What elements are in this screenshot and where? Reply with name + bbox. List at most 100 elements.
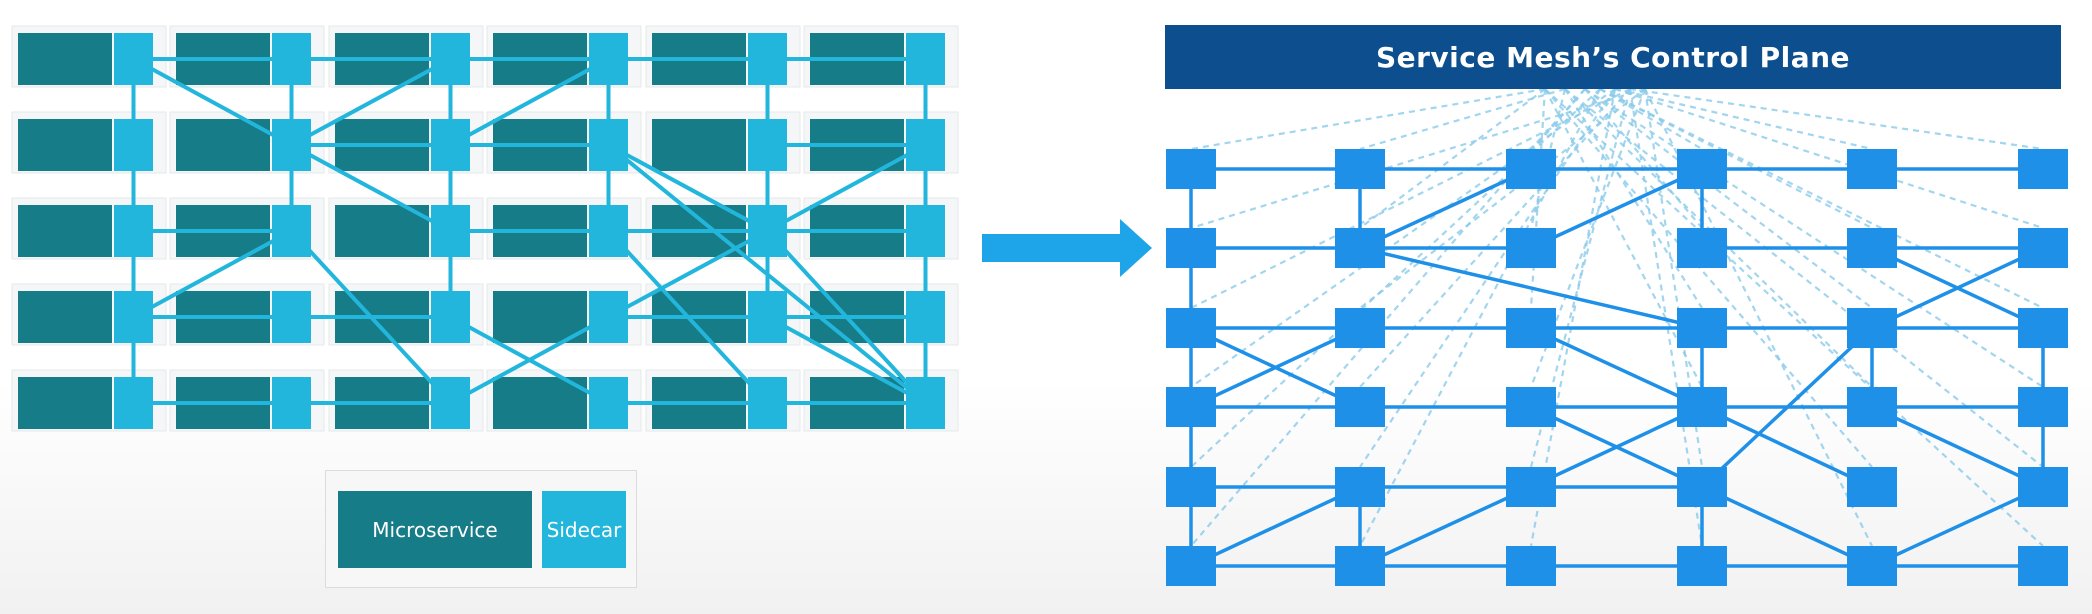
mesh-node — [1166, 546, 1216, 586]
sidecar-box — [906, 291, 945, 343]
mesh-link — [1871, 485, 2044, 568]
control-plane-link — [1359, 88, 1546, 229]
control-plane-link — [1599, 88, 1873, 229]
microservice-box — [18, 205, 112, 257]
sidecar-box — [748, 377, 787, 429]
mesh-link — [1359, 246, 1703, 330]
sidecar-box — [431, 119, 470, 171]
mesh-node — [2018, 228, 2068, 268]
mesh-node — [2018, 308, 2068, 348]
mesh-node — [1166, 387, 1216, 427]
mesh-node — [1677, 546, 1727, 586]
sidecar-box — [748, 205, 787, 257]
sidecar-link — [290, 57, 452, 147]
sidecar-box — [431, 291, 470, 343]
control-plane-link — [1584, 88, 1873, 309]
microservice-box — [493, 377, 587, 429]
mesh-link — [1530, 167, 1703, 250]
sidecar-link — [766, 229, 927, 405]
mesh-link — [1359, 167, 1532, 250]
sidecar-link — [132, 57, 293, 147]
mesh-node — [2018, 467, 2068, 507]
mesh-node — [1335, 546, 1385, 586]
transition-arrow — [982, 219, 1152, 277]
sidecar-box — [589, 205, 628, 257]
control-plane-link — [1614, 87, 1873, 151]
microservice-box — [493, 291, 587, 343]
mesh-node — [1506, 546, 1556, 586]
sidecar-link — [290, 143, 452, 233]
mesh-node — [1847, 228, 1897, 268]
sidecar-link — [607, 229, 769, 319]
legend-sidecar: Sidecar — [542, 491, 626, 568]
mesh-node — [1677, 228, 1727, 268]
mesh-node — [1166, 467, 1216, 507]
control-plane-link — [1584, 88, 1703, 229]
mesh-link — [1190, 326, 1361, 409]
control-plane-link — [1544, 88, 1703, 388]
mesh-link — [1700, 326, 1874, 489]
microservice-box — [176, 119, 270, 171]
mesh-link — [1190, 485, 1361, 568]
mesh-link — [1530, 326, 1703, 409]
mesh-link — [1701, 405, 1873, 489]
sidecar-box — [272, 33, 311, 85]
sidecar-link — [607, 143, 927, 405]
sidecar-box — [748, 33, 787, 85]
control-plane-link — [1359, 88, 1616, 468]
sidecar-box — [272, 205, 311, 257]
mesh-node — [1847, 149, 1897, 189]
mesh-node — [1847, 546, 1897, 586]
sidecar-box — [906, 377, 945, 429]
mesh-node — [1335, 228, 1385, 268]
sidecar-box — [272, 291, 311, 343]
mesh-link — [1701, 485, 1873, 568]
control-plane-link — [1359, 88, 1601, 547]
mesh-node — [1506, 467, 1556, 507]
mesh-node — [1847, 467, 1897, 507]
mesh-node — [1335, 149, 1385, 189]
sidecar-box — [272, 377, 311, 429]
mesh-link — [1359, 485, 1532, 568]
mesh-node — [1677, 308, 1727, 348]
sidecar-box — [906, 205, 945, 257]
control-plane-link — [1584, 88, 2044, 388]
mesh-node — [1677, 387, 1727, 427]
sidecar-box — [431, 33, 470, 85]
sidecar-box — [589, 377, 628, 429]
legend: Microservice Sidecar — [325, 470, 637, 588]
sidecar-link — [132, 229, 293, 319]
microservice-box — [18, 291, 112, 343]
control-plane-link — [1614, 87, 2044, 230]
microservice-box — [18, 377, 112, 429]
microservice-box — [18, 33, 112, 85]
sidecar-link — [290, 229, 452, 405]
sidecar-link — [449, 315, 610, 405]
mesh-node — [1166, 228, 1216, 268]
mesh-node — [1335, 308, 1385, 348]
control-plane-link — [1190, 87, 1546, 151]
sidecar-box — [589, 119, 628, 171]
control-plane-link — [1190, 88, 1616, 388]
mesh-node — [2018, 149, 2068, 189]
sidecar-link — [607, 229, 769, 405]
mesh-node — [1677, 467, 1727, 507]
sidecar-box — [114, 33, 153, 85]
mesh-node — [1335, 467, 1385, 507]
sidecar-box — [431, 205, 470, 257]
sidecar-link — [607, 143, 769, 233]
sidecar-box — [272, 119, 311, 171]
sidecar-link — [766, 143, 927, 233]
mesh-link — [1871, 246, 2044, 330]
mesh-node — [1166, 308, 1216, 348]
legend-microservice: Microservice — [338, 491, 532, 568]
sidecar-box — [589, 33, 628, 85]
control-plane-link — [1359, 88, 1631, 388]
control-plane-link — [1644, 88, 1873, 547]
sidecar-box — [906, 119, 945, 171]
mesh-link — [1530, 405, 1703, 489]
mesh-node — [1847, 308, 1897, 348]
mesh-node — [1335, 387, 1385, 427]
sidecar-box — [114, 377, 153, 429]
mesh-node — [2018, 546, 2068, 586]
